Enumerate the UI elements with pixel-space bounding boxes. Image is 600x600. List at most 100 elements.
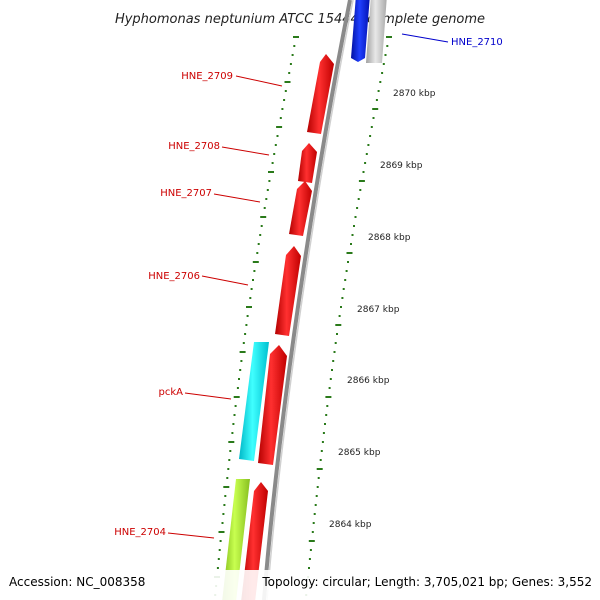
inner-ring-tick xyxy=(219,540,222,542)
leader-hne-2709 xyxy=(235,75,283,87)
gene-arrow-hne-2710[interactable] xyxy=(351,0,370,62)
inner-ring-tick xyxy=(236,387,239,389)
outer-ring-tick xyxy=(325,396,332,398)
inner-ring-tick xyxy=(263,207,266,209)
inner-ring-tick xyxy=(283,99,286,101)
inner-ring-tick xyxy=(244,333,247,335)
outer-ring-tick xyxy=(321,441,324,443)
gene-arrow-hne-2709[interactable] xyxy=(307,54,334,134)
outer-ring-tick xyxy=(322,432,325,434)
outer-ring-tick xyxy=(353,225,355,227)
gene-label-hne-2709[interactable]: HNE_2709 xyxy=(181,71,233,82)
leader-hne-2707 xyxy=(213,193,261,203)
inner-ring-tick xyxy=(226,477,229,479)
outer-ring-tick xyxy=(350,243,352,245)
outer-ring-tick xyxy=(382,63,385,65)
inner-ring-tick xyxy=(246,306,252,308)
inner-ring-tick xyxy=(223,504,226,506)
outer-ring-tick xyxy=(381,72,384,74)
kbp-label: 2864 kbp xyxy=(329,520,372,530)
inner-ring-tick xyxy=(228,441,235,443)
inner-ring-tick xyxy=(291,54,294,56)
leader-hne-2706 xyxy=(201,275,249,286)
leader-pcka xyxy=(184,392,232,400)
gene-label-hne-2708[interactable]: HNE_2708 xyxy=(168,141,220,152)
inner-ring-tick xyxy=(288,72,291,74)
kbp-label: 2868 kbp xyxy=(368,233,411,243)
gene-label-pcka[interactable]: pckA xyxy=(159,387,184,398)
gene-features xyxy=(222,0,387,600)
inner-ring-tick xyxy=(222,513,225,515)
outer-ring-tick xyxy=(367,144,370,146)
inner-ring-tick xyxy=(279,117,282,119)
inner-ring-tick xyxy=(224,495,227,497)
inner-ring-tick xyxy=(239,369,242,371)
gene-arrow-hne-2710-neighbor[interactable] xyxy=(366,0,387,63)
outer-ring-tick xyxy=(314,504,317,506)
outer-ring-tick xyxy=(315,495,318,497)
gene-arrow-hne-2705[interactable] xyxy=(258,345,287,465)
outer-ring-tick xyxy=(308,558,311,560)
sequence-backbone xyxy=(262,0,352,600)
outer-ring-tick xyxy=(356,207,359,209)
outer-ring-tick xyxy=(370,126,373,128)
sequence-backbone-shadow xyxy=(266,0,354,600)
outer-ring-tick xyxy=(340,306,342,308)
gene-label-hne-2707[interactable]: HNE_2707 xyxy=(160,188,212,199)
outer-ring-tick xyxy=(336,333,338,335)
outer-ring-tick xyxy=(364,162,367,164)
map-title: Hyphomonas neptunium ATCC 15444, complet… xyxy=(115,12,485,27)
outer-ring-tick xyxy=(351,234,354,236)
inner-ring-tick xyxy=(252,279,254,281)
inner-ring-tick xyxy=(233,414,236,416)
inner-ring-tick xyxy=(293,45,296,47)
inner-ring-tick xyxy=(229,450,232,452)
inner-ring-tick xyxy=(268,171,274,173)
inner-ring-tick xyxy=(250,288,253,290)
outer-ring-tick xyxy=(324,423,326,425)
outer-ring-tick xyxy=(346,252,353,254)
outer-ring-tick xyxy=(316,486,319,488)
outer-ring-tick xyxy=(372,117,375,119)
inner-ring-tick xyxy=(238,378,240,380)
gene-arrow-hne-2708[interactable] xyxy=(298,143,317,183)
outer-ring-tick xyxy=(377,90,380,92)
gene-arrow-hne-2704-green[interactable] xyxy=(222,479,250,600)
inner-ring-tick xyxy=(227,468,230,470)
outer-ring-tick xyxy=(329,378,332,380)
kbp-scale-labels: 2870 kbp 2869 kbp 2868 kbp 2867 kbp 2866… xyxy=(329,89,436,530)
outer-ring-tick xyxy=(332,360,335,362)
outer-ring-tick xyxy=(362,171,365,173)
gene-arrow-hne-2706[interactable] xyxy=(275,246,301,336)
gene-arrow-hne-2707[interactable] xyxy=(289,181,312,236)
outer-ring-tick xyxy=(359,189,362,191)
outer-ring-tick xyxy=(319,459,322,461)
outer-ring-tick xyxy=(347,261,349,263)
outer-ring-tick xyxy=(372,108,379,110)
inner-ring-tick xyxy=(228,459,231,461)
inner-ring-tick xyxy=(231,432,234,434)
outer-ring-tick xyxy=(354,216,357,218)
inner-ring-tick xyxy=(276,135,279,137)
gene-label-hne-2704[interactable]: HNE_2704 xyxy=(114,527,166,538)
outer-ring-tick xyxy=(365,153,368,155)
inner-ring-tick xyxy=(233,396,240,398)
outer-ring-tick xyxy=(375,99,378,101)
outer-ring-tick xyxy=(331,369,333,371)
inner-ring-tick xyxy=(223,486,230,488)
accession-text: Accession: NC_008358 xyxy=(9,575,145,589)
tick-rings xyxy=(214,36,392,596)
outer-ring-tick xyxy=(308,540,315,542)
inner-ring-tick xyxy=(260,225,263,227)
gene-label-hne-2706[interactable]: HNE_2706 xyxy=(148,271,200,282)
outer-ring-tick xyxy=(308,567,310,569)
gene-arrow-pcka[interactable] xyxy=(239,342,269,461)
outer-ring-tick xyxy=(316,468,323,470)
inner-ring-tick xyxy=(281,108,284,110)
kbp-label: 2869 kbp xyxy=(380,161,423,171)
kbp-label: 2870 kbp xyxy=(393,89,436,99)
inner-ring-tick xyxy=(234,405,237,407)
inner-ring-tick xyxy=(252,261,259,263)
inner-ring-tick xyxy=(268,180,271,182)
gene-label-hne-2710[interactable]: HNE_2710 xyxy=(451,37,503,48)
